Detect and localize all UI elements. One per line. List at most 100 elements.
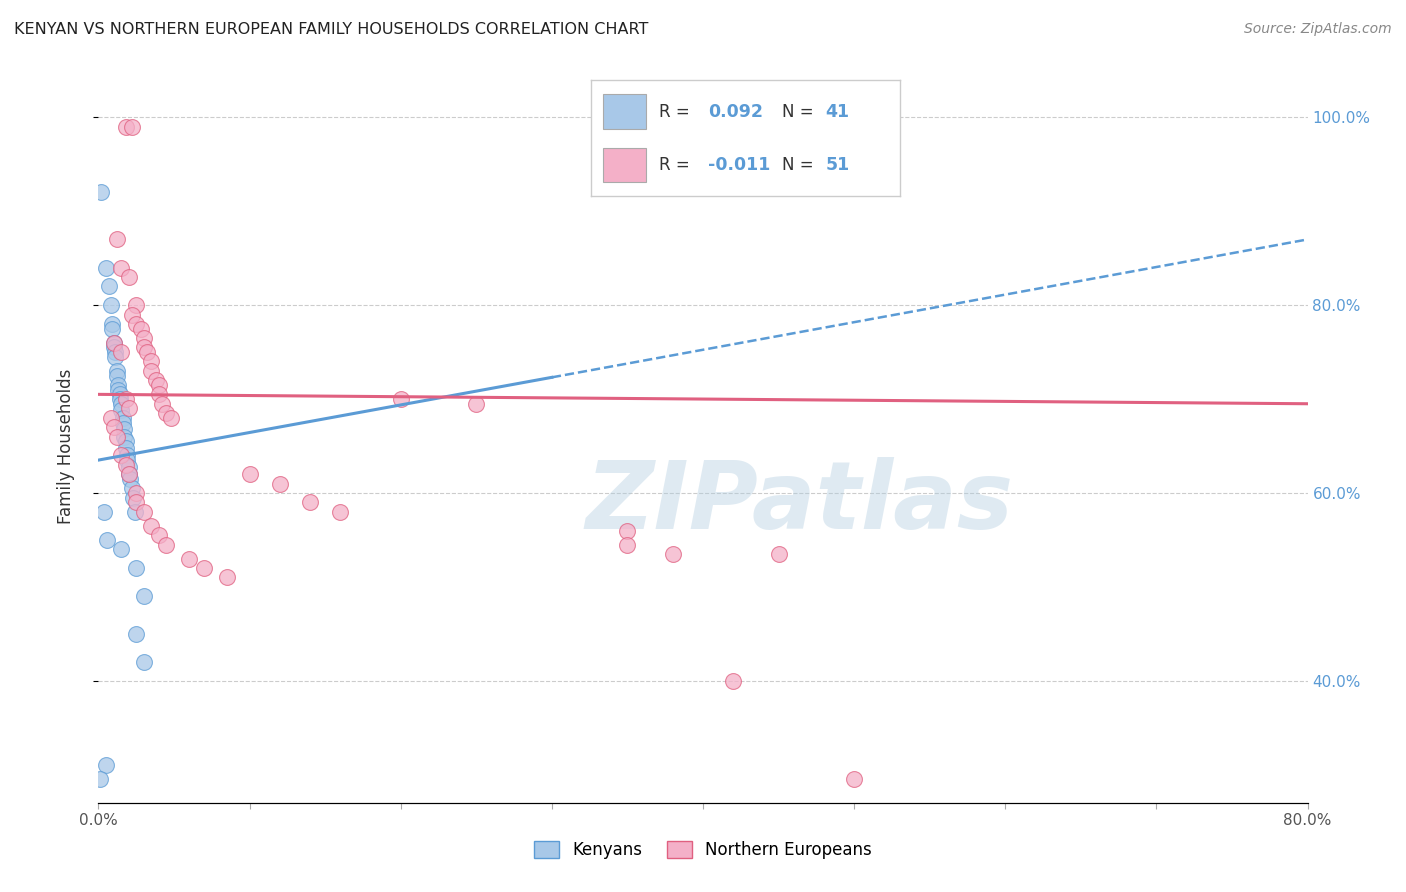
Text: ZIPatlas: ZIPatlas	[586, 457, 1014, 549]
Point	[141, 518, 163, 533]
Point	[616, 538, 638, 552]
Point	[768, 547, 790, 561]
Y-axis label: Family Households: Family Households	[56, 368, 75, 524]
Point	[148, 387, 170, 401]
Point	[132, 505, 155, 519]
Text: Source: ZipAtlas.com: Source: ZipAtlas.com	[1244, 22, 1392, 37]
Point	[465, 397, 488, 411]
Point	[104, 350, 127, 364]
Legend: Kenyans, Northern Europeans: Kenyans, Northern Europeans	[527, 834, 879, 866]
Point	[145, 373, 167, 387]
Point	[125, 561, 148, 575]
Point	[110, 260, 132, 275]
Point	[118, 459, 141, 474]
Point	[103, 340, 125, 354]
Point	[125, 298, 148, 312]
Text: 0.092: 0.092	[709, 103, 763, 120]
Point	[115, 449, 138, 463]
Point	[94, 260, 117, 275]
Point	[114, 392, 136, 406]
Point	[114, 441, 136, 455]
Point	[110, 397, 132, 411]
FancyBboxPatch shape	[603, 95, 647, 129]
Point	[112, 422, 135, 436]
Point	[112, 429, 135, 443]
Point	[661, 547, 683, 561]
Point	[148, 528, 170, 542]
Point	[723, 673, 745, 688]
Text: R =: R =	[658, 156, 689, 174]
Point	[114, 434, 136, 449]
Point	[179, 551, 201, 566]
Point	[103, 335, 125, 350]
Point	[96, 533, 118, 547]
Point	[193, 561, 215, 575]
Point	[239, 467, 262, 482]
Point	[269, 476, 291, 491]
Point	[299, 495, 322, 509]
Point	[110, 403, 132, 417]
Text: 41: 41	[825, 103, 849, 120]
Point	[125, 486, 148, 500]
Point	[150, 397, 173, 411]
Point	[160, 410, 183, 425]
Point	[111, 410, 134, 425]
Point	[125, 627, 148, 641]
Point	[135, 345, 157, 359]
Point	[114, 458, 136, 472]
Point	[122, 491, 145, 505]
Text: N =: N =	[782, 103, 814, 120]
Text: R =: R =	[658, 103, 689, 120]
Point	[132, 589, 155, 603]
Point	[125, 317, 148, 331]
Point	[121, 120, 143, 134]
Point	[105, 368, 128, 383]
Point	[129, 321, 152, 335]
Point	[121, 308, 143, 322]
Point	[155, 538, 177, 552]
Point	[120, 472, 142, 486]
Point	[844, 772, 866, 787]
Point	[90, 186, 112, 200]
Point	[103, 420, 125, 434]
Point	[114, 120, 136, 134]
Point	[107, 378, 129, 392]
Point	[105, 232, 128, 246]
Point	[132, 331, 155, 345]
Point	[616, 524, 638, 538]
Point	[118, 401, 141, 416]
Point	[141, 354, 163, 368]
Point	[107, 383, 129, 397]
Point	[155, 406, 177, 420]
Point	[110, 542, 132, 557]
Point	[93, 505, 115, 519]
Point	[103, 335, 125, 350]
Point	[110, 449, 132, 463]
Point	[111, 416, 134, 430]
Point	[108, 387, 131, 401]
Point	[100, 410, 122, 425]
Text: N =: N =	[782, 156, 814, 174]
Point	[389, 392, 412, 406]
Point	[132, 340, 155, 354]
FancyBboxPatch shape	[603, 147, 647, 182]
Point	[115, 453, 138, 467]
Point	[108, 392, 131, 406]
Point	[94, 758, 117, 772]
Point	[105, 364, 128, 378]
Point	[89, 772, 111, 787]
Point	[110, 345, 132, 359]
Text: 51: 51	[825, 156, 849, 174]
Point	[118, 270, 141, 285]
Point	[100, 298, 122, 312]
Point	[118, 467, 141, 482]
Point	[124, 505, 146, 519]
Point	[121, 481, 143, 495]
Point	[105, 429, 128, 443]
Point	[148, 378, 170, 392]
Point	[141, 364, 163, 378]
Text: KENYAN VS NORTHERN EUROPEAN FAMILY HOUSEHOLDS CORRELATION CHART: KENYAN VS NORTHERN EUROPEAN FAMILY HOUSE…	[14, 22, 648, 37]
Point	[101, 321, 124, 335]
Point	[329, 505, 352, 519]
Point	[132, 655, 155, 669]
